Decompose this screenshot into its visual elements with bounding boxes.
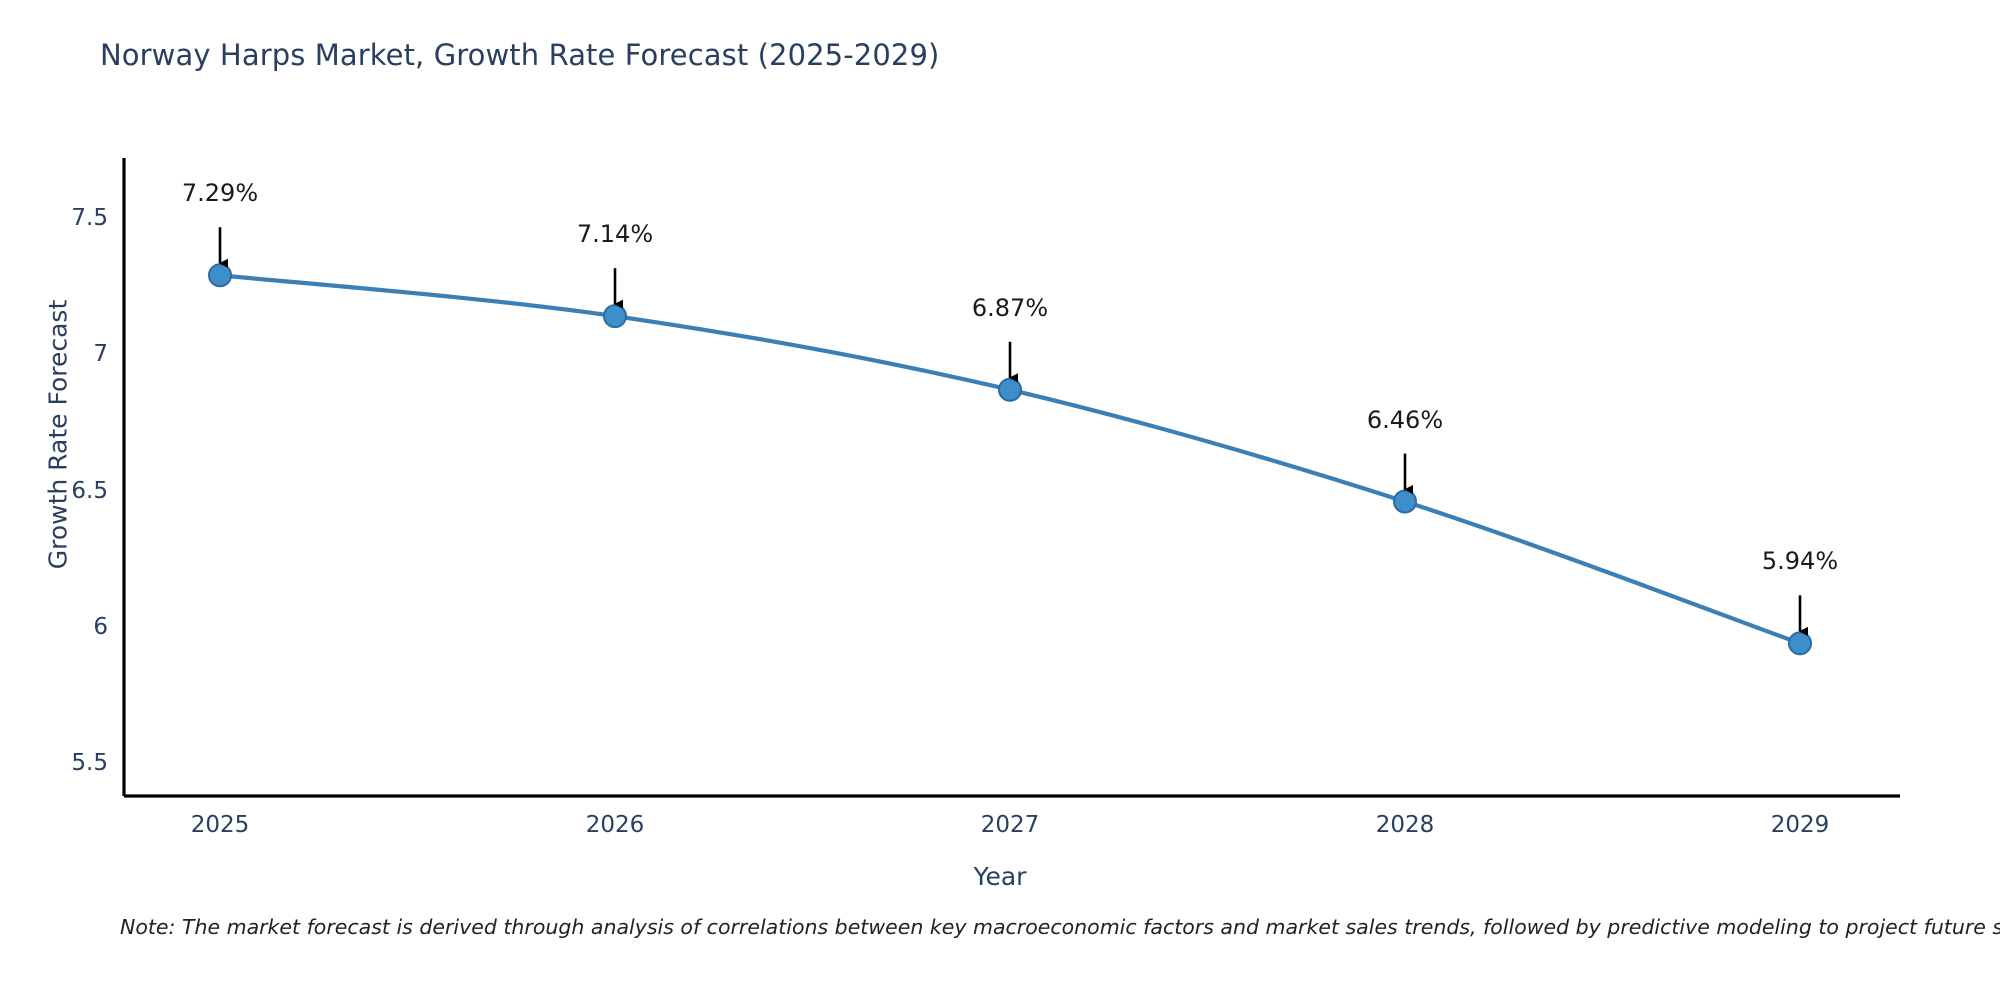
data-point-label: 6.87%: [971, 293, 1049, 322]
y-tick-label: 7: [93, 341, 108, 368]
x-tick-label: 2026: [585, 812, 645, 838]
series-line: [217, 273, 1803, 646]
data-point-marker[interactable]: [1788, 631, 1812, 656]
data-point-label: 5.94%: [1761, 547, 1839, 576]
y-axis-title: Growth Rate Forecast: [43, 299, 73, 570]
data-point-marker[interactable]: [603, 304, 627, 329]
data-point-label: 7.14%: [576, 220, 654, 249]
data-point-marker[interactable]: [998, 377, 1022, 402]
x-tick-label: 2028: [1375, 812, 1435, 838]
data-point-label: 6.46%: [1366, 405, 1444, 434]
footnote-note: Note: The market forecast is derived thr…: [120, 915, 2000, 939]
data-point-marker[interactable]: [1393, 489, 1417, 514]
x-tick-label: 2029: [1770, 812, 1830, 838]
y-tick-label: 6: [93, 614, 108, 640]
x-axis-title: Year: [973, 862, 1027, 891]
axis-lines: [122, 158, 1900, 798]
y-tick-label: 7.5: [71, 205, 108, 231]
y-tick-label: 6.5: [71, 477, 108, 504]
y-tick-label: 5.5: [71, 750, 108, 777]
x-tick-label: 2025: [190, 812, 250, 838]
page-title: Norway Harps Market, Growth Rate Forecas…: [100, 38, 940, 72]
annotation-arrows: [218, 227, 1808, 636]
data-point-marker[interactable]: [208, 263, 232, 288]
data-point-label: 7.29%: [181, 179, 259, 208]
x-tick-label: 2027: [980, 812, 1040, 838]
data-series: [208, 263, 1812, 656]
